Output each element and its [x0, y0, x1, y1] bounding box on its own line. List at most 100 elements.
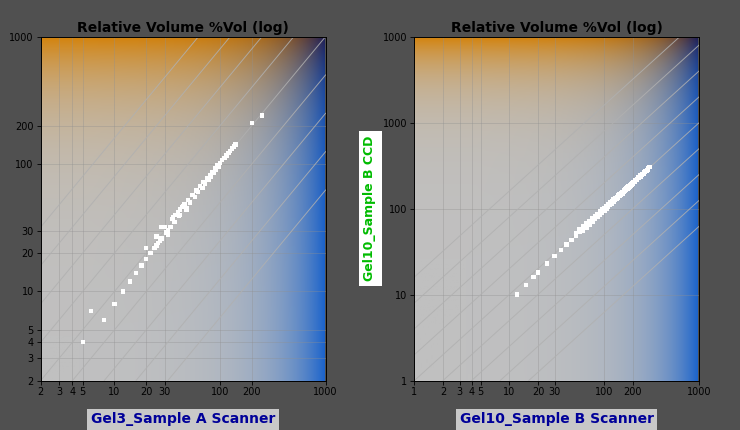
Point [592, 213, 604, 220]
Point [145, 250, 157, 257]
Point [117, 288, 129, 295]
Point [208, 169, 220, 176]
Point [162, 231, 174, 238]
Point [196, 184, 208, 191]
Point [599, 204, 610, 211]
Point [599, 207, 610, 214]
Point [155, 235, 167, 242]
Point [212, 162, 223, 169]
Title: Relative Volume %Vol (log): Relative Volume %Vol (log) [77, 22, 289, 35]
Point [587, 215, 599, 222]
Point [117, 288, 129, 295]
Point [594, 211, 606, 218]
Point [626, 181, 638, 188]
Point [581, 220, 593, 227]
Point [602, 203, 614, 210]
Point [203, 176, 215, 183]
Point [169, 211, 181, 218]
Point [178, 203, 189, 209]
Text: Gel3_Sample A Scanner: Gel3_Sample A Scanner [91, 412, 275, 426]
Point [638, 170, 650, 177]
Point [204, 172, 216, 178]
Point [178, 201, 190, 208]
Point [195, 183, 206, 190]
Point [199, 180, 211, 187]
Point [186, 192, 198, 199]
Point [618, 189, 630, 196]
Point [181, 205, 192, 212]
Point [587, 218, 599, 225]
Point [184, 199, 196, 206]
Point [610, 195, 622, 202]
Point [172, 209, 184, 215]
Point [191, 187, 203, 194]
Point [600, 205, 612, 212]
Point [613, 193, 625, 200]
Point [644, 164, 656, 171]
Point [176, 203, 188, 210]
Point [214, 160, 226, 166]
Point [173, 213, 185, 220]
Point [155, 224, 167, 230]
Point [641, 166, 653, 173]
Point [181, 206, 192, 213]
Point [213, 163, 225, 170]
Point [155, 235, 167, 242]
Point [528, 273, 539, 280]
Point [574, 229, 585, 236]
Point [633, 175, 645, 182]
Point [205, 173, 217, 180]
Point [198, 179, 209, 186]
Point [629, 178, 641, 185]
Text: Gel10_Sample B Scanner: Gel10_Sample B Scanner [460, 412, 654, 426]
Point [216, 157, 228, 164]
Point [616, 188, 628, 195]
Point [589, 212, 601, 219]
Point [209, 165, 221, 172]
Point [642, 166, 654, 173]
Point [218, 154, 230, 161]
Point [618, 187, 630, 194]
Point [609, 195, 621, 202]
Point [574, 226, 585, 233]
Point [584, 218, 596, 224]
Point [600, 203, 612, 209]
Point [167, 214, 179, 221]
Point [124, 278, 136, 285]
Point [620, 187, 632, 194]
Point [182, 197, 194, 204]
Point [154, 237, 166, 244]
Point [626, 180, 638, 187]
Point [570, 233, 582, 240]
Point [209, 165, 221, 172]
Point [639, 168, 651, 175]
Point [135, 262, 147, 269]
Point [186, 192, 198, 199]
Point [145, 250, 157, 257]
Point [98, 316, 110, 323]
Point [159, 224, 171, 230]
Point [555, 246, 567, 253]
Point [201, 175, 213, 182]
Point [141, 244, 152, 251]
Point [624, 182, 636, 189]
Point [210, 166, 222, 173]
Point [622, 183, 634, 190]
Point [152, 240, 164, 246]
Point [634, 173, 646, 180]
Point [549, 253, 561, 260]
Point [625, 182, 636, 189]
Point [198, 179, 209, 186]
Point [175, 211, 186, 218]
Point [610, 194, 622, 200]
Point [191, 187, 203, 194]
Point [604, 199, 616, 206]
Point [602, 201, 614, 208]
Point [223, 150, 235, 157]
Point [622, 185, 633, 192]
Point [214, 160, 226, 166]
Point [615, 190, 627, 197]
Point [581, 224, 593, 231]
Point [246, 120, 258, 126]
Point [639, 169, 651, 175]
